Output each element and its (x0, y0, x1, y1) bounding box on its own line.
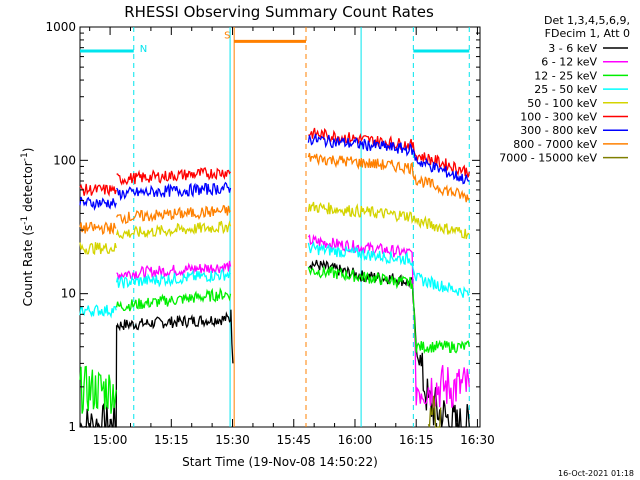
y-axis-label: Count Rate (s-1 detector-1) (20, 148, 35, 307)
x-tick-label: 15:15 (154, 433, 189, 447)
legend-entry: 800 - 7000 keV (513, 138, 628, 151)
series-line-300-800keV (116, 181, 232, 202)
legend-label: 25 - 50 keV (534, 83, 597, 96)
x-tick-label: 16:00 (338, 433, 373, 447)
legend-header-line-2: FDecim 1, Att 0 (545, 27, 630, 40)
y-tick-label: 10 (61, 287, 76, 301)
chart-title: RHESSI Observing Summary Count Rates (124, 3, 434, 21)
ylabel-sup2: -1 (20, 152, 30, 161)
series-line-3-6keV (79, 309, 234, 428)
legend-label: 7000 - 15000 keV (499, 152, 597, 165)
legend-entry: 100 - 300 keV (520, 111, 628, 124)
legend-entry: 3 - 6 keV (548, 42, 628, 55)
series-line-100-300keV (116, 167, 232, 186)
plot-area: NS 15:00 15:15 15:30 15:45 16:00 16:15 16:3011… (45, 20, 494, 447)
legend-entry: 12 - 25 keV (534, 69, 628, 82)
ylabel-main: Count Rate (s (21, 225, 35, 307)
flag-layer: NS (80, 27, 470, 427)
legend-entry: 300 - 800 keV (520, 124, 628, 137)
legend: Det 1,3,4,5,6,9, FDecim 1, Att 0 3 - 6 k… (499, 14, 630, 165)
x-tick-label: 15:30 (215, 433, 250, 447)
y-tick-label: 1000 (45, 20, 76, 34)
flag-label-N: N (140, 44, 147, 55)
series-line-50-100keV (79, 242, 117, 256)
legend-label: 12 - 25 keV (534, 69, 597, 82)
series-line-7000-15000keV (427, 395, 442, 428)
series-line-50-100keV (115, 220, 232, 240)
ylabel-mid: detector (21, 161, 35, 216)
series-line-300-800keV (79, 196, 117, 212)
series-line-800-7000keV (307, 152, 470, 203)
legend-entry: 6 - 12 keV (541, 56, 628, 69)
legend-entry: 7000 - 15000 keV (499, 152, 628, 165)
series-line-300-800keV (307, 133, 470, 185)
series-line-25-50keV (79, 304, 117, 319)
series-line-50-100keV (307, 201, 470, 240)
series-line-12-25keV (307, 266, 470, 355)
x-tick-label: 15:00 (93, 433, 128, 447)
series-line-6-12keV (116, 260, 232, 281)
series-line-25-50keV (115, 268, 232, 289)
flag-label-S: S (224, 30, 230, 41)
legend-label: 300 - 800 keV (520, 124, 597, 137)
legend-entry: 25 - 50 keV (534, 83, 628, 96)
legend-label: 3 - 6 keV (548, 42, 597, 55)
tick-layer: 15:00 15:15 15:30 15:45 16:00 16:15 16:30 1 10 10… (45, 20, 494, 447)
ylabel-sup1: -1 (20, 216, 30, 225)
series-line-12-25keV (79, 365, 117, 414)
y-tick-label: 1 (68, 420, 76, 434)
x-tick-label: 15:45 (276, 433, 311, 447)
series-line-800-7000keV (79, 221, 117, 236)
x-tick-label: 16:30 (460, 433, 495, 447)
series-line-100-300keV (308, 127, 470, 178)
series-line-12-25keV (115, 287, 232, 312)
legend-label: 800 - 7000 keV (513, 138, 597, 151)
legend-label: 100 - 300 keV (520, 111, 597, 124)
series-line-25-50keV (307, 240, 470, 298)
x-tick-label: 16:15 (399, 433, 434, 447)
series-layer (79, 127, 470, 428)
x-axis-label: Start Time (19-Nov-08 14:50:22) (182, 455, 378, 469)
series-line-800-7000keV (116, 204, 231, 225)
legend-entry: 50 - 100 keV (527, 97, 628, 110)
ylabel-end: ) (21, 148, 35, 153)
legend-label: 6 - 12 keV (541, 56, 597, 69)
series-line-6-12keV (307, 233, 470, 408)
timestamp: 16-Oct-2021 01:18 (558, 469, 634, 478)
y-tick-label: 100 (53, 153, 76, 167)
legend-label: 50 - 100 keV (527, 97, 597, 110)
legend-header-line-1: Det 1,3,4,5,6,9, (544, 14, 630, 27)
series-line-100-300keV (79, 183, 117, 197)
